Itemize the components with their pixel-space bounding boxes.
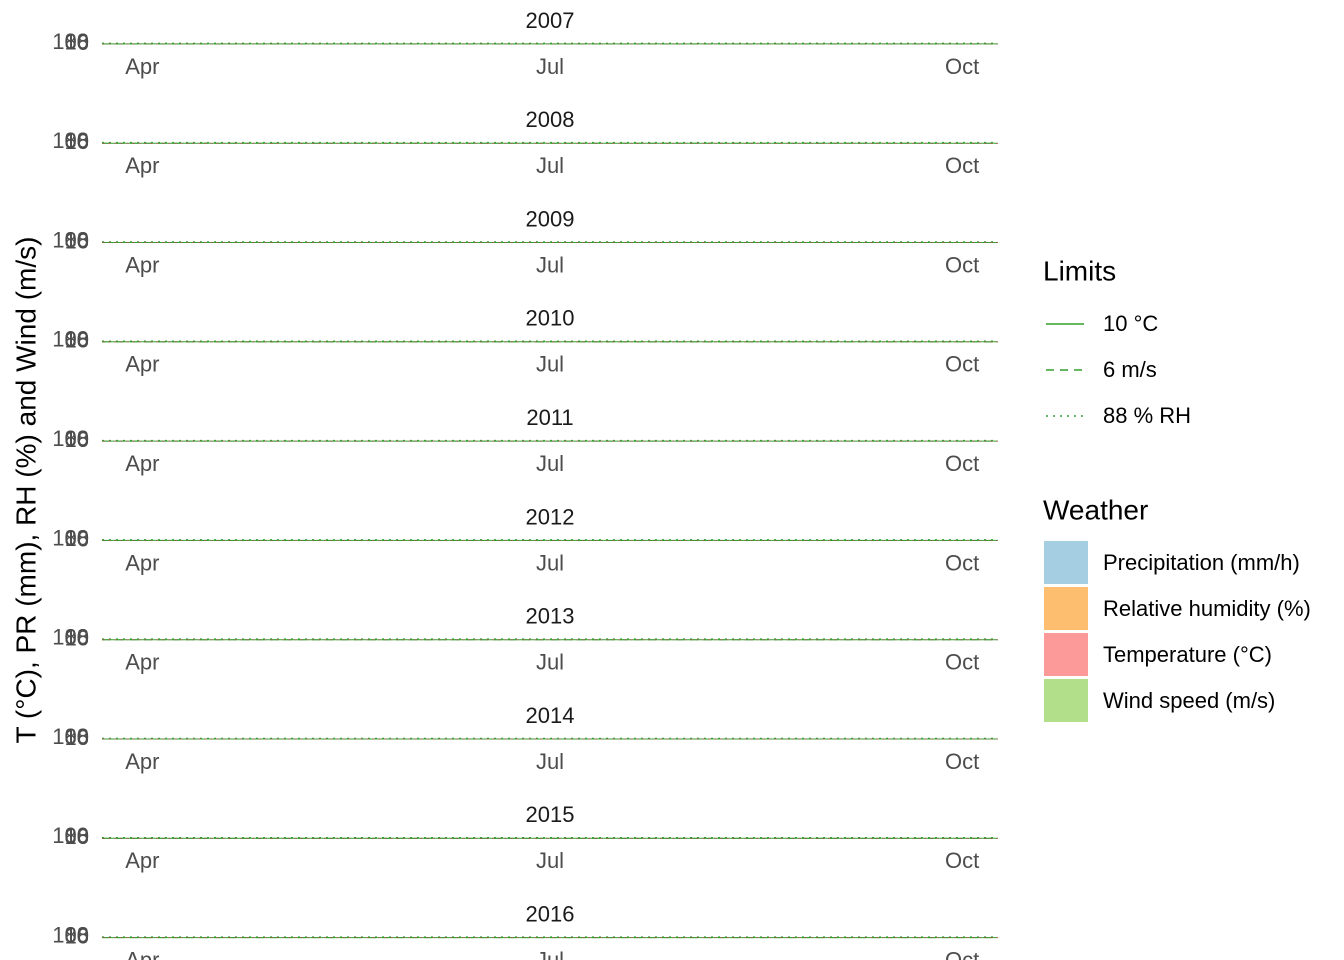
y-tick-label: 100 <box>52 625 89 650</box>
y-tick-label: 88 <box>65 625 89 650</box>
x-tick-label: Oct <box>945 153 979 178</box>
x-tick-label: Oct <box>945 252 979 277</box>
y-tick-label: 10 <box>65 228 89 253</box>
x-tick-label: Jul <box>536 252 564 277</box>
panel-title: 2007 <box>526 8 575 33</box>
y-tick-label: 88 <box>65 724 89 749</box>
x-tick-label: Apr <box>125 749 159 774</box>
x-tick-label: Oct <box>945 352 979 377</box>
legend-label: 10 °C <box>1103 311 1158 336</box>
panel-title: 2015 <box>526 802 575 827</box>
y-tick-label: 100 <box>52 823 89 848</box>
y-tick-label: 10 <box>65 328 89 353</box>
legend-label: Wind speed (m/s) <box>1103 688 1275 713</box>
x-tick-label: Oct <box>945 948 979 960</box>
y-tick-label: 6 <box>77 824 89 849</box>
legend-key <box>1044 679 1088 722</box>
x-tick-label: Jul <box>536 352 564 377</box>
legend-label: Temperature (°C) <box>1103 642 1272 667</box>
y-tick-label: 88 <box>65 128 89 153</box>
y-tick-label: 6 <box>77 923 89 948</box>
y-tick-label: 10 <box>65 526 89 551</box>
y-tick-label: 10 <box>65 129 89 154</box>
legend-key <box>1044 541 1088 584</box>
y-tick-label: 100 <box>52 227 89 252</box>
x-tick-label: Apr <box>125 550 159 575</box>
y-tick-label: 100 <box>52 724 89 749</box>
legend-key <box>1044 633 1088 676</box>
legend-title: Weather <box>1043 494 1148 525</box>
y-tick-label: 100 <box>52 29 89 54</box>
y-tick-label: 6 <box>77 129 89 154</box>
panel-title: 2012 <box>526 504 575 529</box>
x-tick-label: Oct <box>945 54 979 79</box>
y-tick-label: 88 <box>65 823 89 848</box>
x-tick-label: Jul <box>536 54 564 79</box>
y-tick-label: 100 <box>52 327 89 352</box>
x-tick-label: Oct <box>945 451 979 476</box>
x-tick-label: Oct <box>945 550 979 575</box>
x-tick-label: Apr <box>125 848 159 873</box>
panel-title: 2008 <box>526 107 575 132</box>
x-tick-label: Apr <box>125 153 159 178</box>
y-tick-label: 88 <box>65 327 89 352</box>
y-tick-label: 6 <box>77 626 89 651</box>
x-tick-label: Apr <box>125 650 159 675</box>
panel-title: 2009 <box>526 206 575 231</box>
x-tick-label: Jul <box>536 948 564 960</box>
y-axis-label: T (°C), PR (mm), RH (%) and Wind (m/s) <box>10 237 41 744</box>
x-tick-label: Apr <box>125 252 159 277</box>
panel-title: 2011 <box>526 405 573 430</box>
y-tick-label: 6 <box>77 725 89 750</box>
panel-title: 2014 <box>526 703 575 728</box>
legend-title: Limits <box>1043 255 1116 286</box>
legend-label: 6 m/s <box>1103 357 1157 382</box>
y-tick-label: 10 <box>65 30 89 55</box>
y-tick-label: 6 <box>77 30 89 55</box>
legend-label: Precipitation (mm/h) <box>1103 550 1300 575</box>
x-tick-label: Apr <box>125 54 159 79</box>
y-tick-label: 6 <box>77 427 89 452</box>
x-tick-label: Apr <box>125 451 159 476</box>
legend-label: Relative humidity (%) <box>1103 596 1311 621</box>
y-tick-label: 10 <box>65 725 89 750</box>
panel-title: 2016 <box>526 902 575 927</box>
y-tick-label: 6 <box>77 328 89 353</box>
y-tick-label: 10 <box>65 824 89 849</box>
x-tick-label: Oct <box>945 749 979 774</box>
y-tick-label: 88 <box>65 426 89 451</box>
x-tick-label: Oct <box>945 848 979 873</box>
panel-title: 2013 <box>526 604 575 629</box>
y-tick-label: 88 <box>65 525 89 550</box>
y-tick-label: 88 <box>65 228 89 253</box>
x-tick-label: Jul <box>536 550 564 575</box>
panel-title: 2010 <box>526 306 575 331</box>
x-tick-label: Apr <box>125 352 159 377</box>
y-tick-label: 10 <box>65 923 89 948</box>
y-tick-label: 100 <box>52 128 89 153</box>
x-tick-label: Jul <box>536 451 564 476</box>
x-tick-label: Oct <box>945 650 979 675</box>
x-tick-label: Jul <box>536 650 564 675</box>
legend-key <box>1044 587 1088 630</box>
y-tick-label: 88 <box>65 29 89 54</box>
y-tick-label: 6 <box>77 526 89 551</box>
x-tick-label: Jul <box>536 153 564 178</box>
y-tick-label: 100 <box>52 426 89 451</box>
x-tick-label: Jul <box>536 749 564 774</box>
legend-label: 88 % RH <box>1103 403 1191 428</box>
y-tick-label: 10 <box>65 427 89 452</box>
x-tick-label: Apr <box>125 948 159 960</box>
y-tick-label: 100 <box>52 923 89 948</box>
y-tick-label: 100 <box>52 525 89 550</box>
y-tick-label: 10 <box>65 626 89 651</box>
y-tick-label: 88 <box>65 923 89 948</box>
x-tick-label: Jul <box>536 848 564 873</box>
y-tick-label: 6 <box>77 228 89 253</box>
